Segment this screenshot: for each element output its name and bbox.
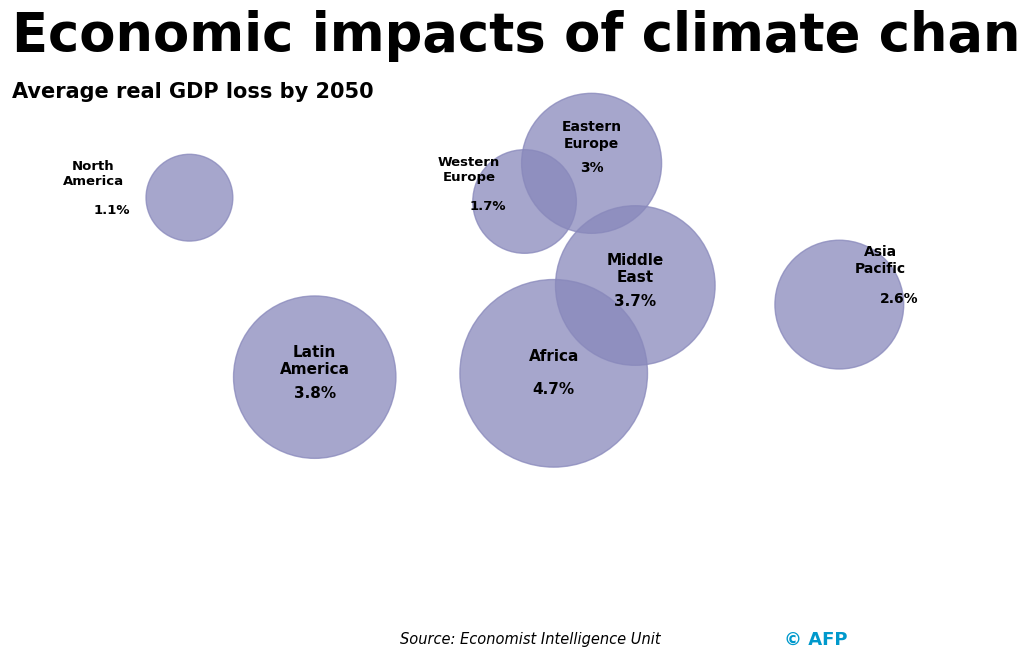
- Text: 3%: 3%: [579, 161, 603, 175]
- Text: Average real GDP loss by 2050: Average real GDP loss by 2050: [12, 82, 374, 102]
- Text: Asia
Pacific: Asia Pacific: [854, 245, 905, 276]
- Ellipse shape: [473, 150, 576, 253]
- Text: Middle
East: Middle East: [606, 253, 663, 285]
- Ellipse shape: [774, 240, 903, 369]
- Ellipse shape: [146, 154, 232, 241]
- Text: North
America: North America: [62, 160, 123, 188]
- Text: © AFP: © AFP: [784, 630, 847, 649]
- Ellipse shape: [555, 206, 714, 365]
- Text: Latin
America: Latin America: [279, 344, 350, 377]
- Ellipse shape: [233, 296, 395, 459]
- Text: 3.8%: 3.8%: [293, 386, 335, 401]
- Ellipse shape: [521, 93, 661, 234]
- Text: Eastern
Europe: Eastern Europe: [561, 120, 621, 151]
- Text: 1.1%: 1.1%: [93, 204, 129, 217]
- Text: 4.7%: 4.7%: [532, 382, 575, 398]
- Text: 1.7%: 1.7%: [469, 201, 505, 213]
- Ellipse shape: [460, 279, 647, 467]
- Text: 3.7%: 3.7%: [613, 295, 656, 310]
- Text: 2.6%: 2.6%: [879, 292, 918, 306]
- Text: Source: Economist Intelligence Unit: Source: Economist Intelligence Unit: [399, 632, 660, 647]
- Text: Economic impacts of climate change: Economic impacts of climate change: [12, 10, 1019, 62]
- Text: Western
Europe: Western Europe: [437, 156, 500, 184]
- Text: Africa: Africa: [528, 350, 579, 365]
